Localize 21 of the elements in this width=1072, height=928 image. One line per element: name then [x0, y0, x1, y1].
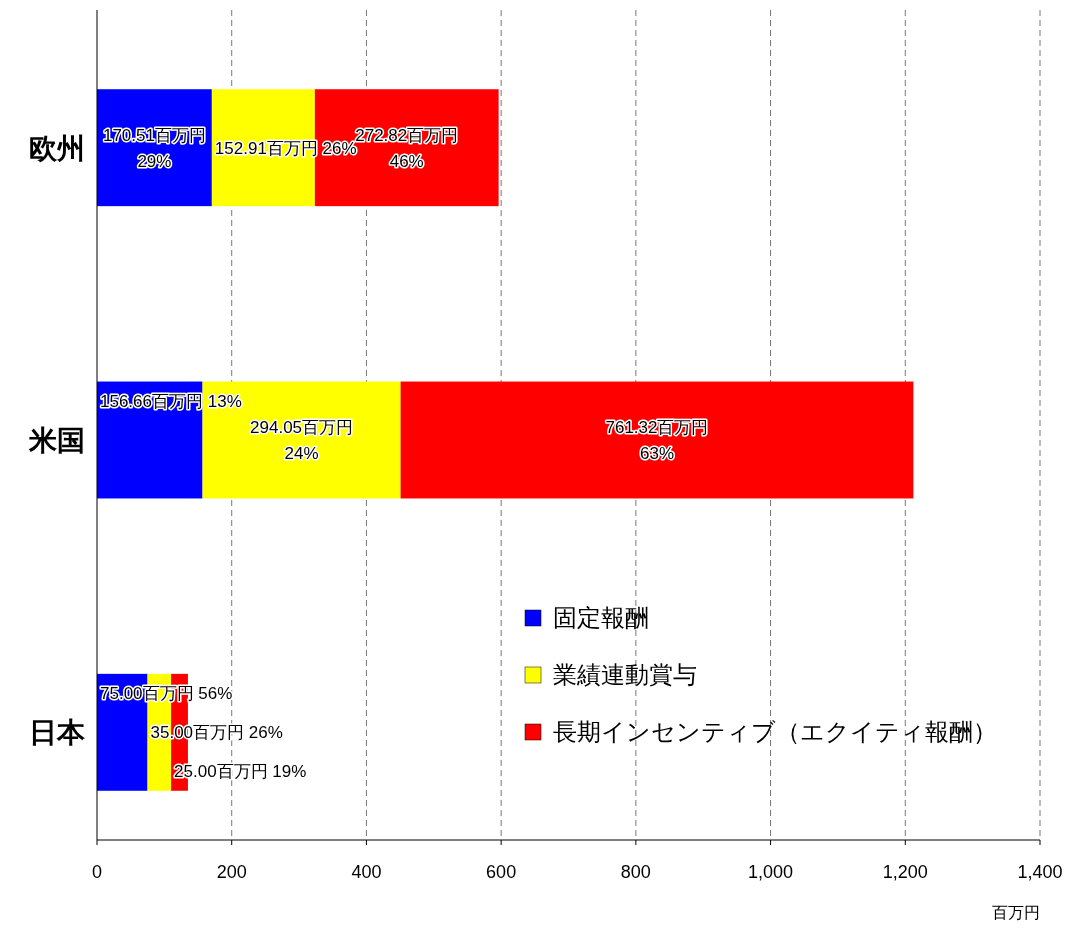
x-tick-label: 200 — [216, 862, 247, 882]
x-tick-label: 800 — [620, 862, 651, 882]
legend-label: 長期インセンティブ（エクイティ報酬） — [553, 718, 997, 745]
x-tick-label: 1,200 — [882, 862, 928, 882]
y-tick-label: 米国 — [28, 425, 85, 456]
data-label: 294.05百万円 24% — [250, 418, 354, 463]
data-label: 35.00百万円 26% — [150, 723, 283, 743]
legend-label: 業績連動賞与 — [553, 661, 697, 688]
data-label: 761.32百万円 63% — [605, 418, 709, 463]
y-tick-label: 日本 — [29, 717, 86, 749]
y-tick-label: 欧州 — [29, 132, 85, 164]
x-tick-label: 600 — [486, 862, 517, 882]
x-axis-title: 百万円 — [992, 904, 1040, 921]
x-tick-label: 0 — [91, 862, 103, 882]
x-tick-label: 1,000 — [748, 862, 794, 882]
bar — [400, 381, 914, 499]
legend-label: 固定報酬 — [553, 604, 649, 631]
data-label: 170.51百万円 29% — [102, 125, 206, 171]
x-tick-label: 1,400 — [1017, 862, 1063, 882]
x-tick-label: 400 — [351, 862, 382, 882]
data-label: 156.66百万円 13% — [100, 392, 242, 412]
